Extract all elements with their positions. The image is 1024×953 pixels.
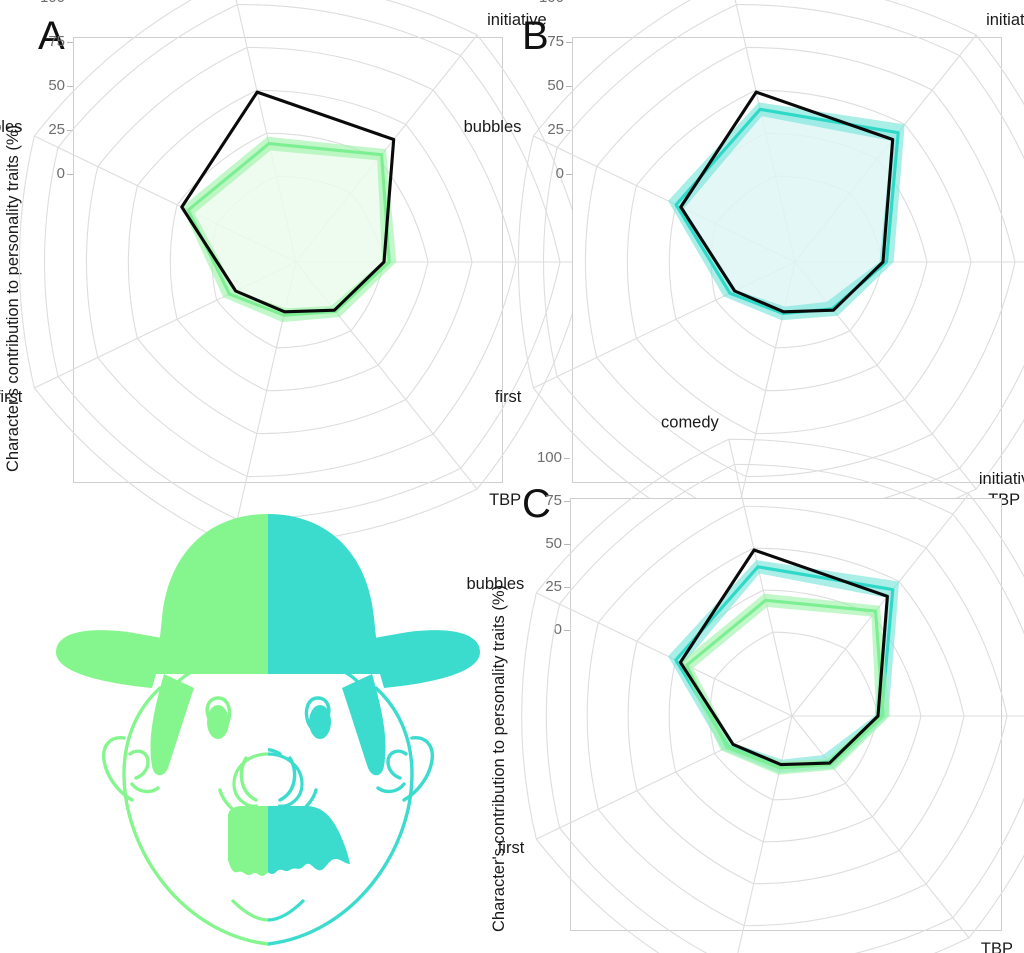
y-tick-label: 25 — [545, 578, 562, 595]
y-tick-label: 0 — [553, 621, 562, 638]
axis-label-first: first — [498, 839, 525, 857]
axis-label-bubbles: bubbles — [466, 575, 524, 593]
y-tick-mark — [67, 174, 73, 176]
grid-ring-outer — [521, 438, 1024, 953]
mouth — [230, 898, 306, 922]
y-tick-label: 50 — [545, 535, 562, 552]
series-line — [186, 142, 391, 317]
axis-label-initiative: initiative — [979, 470, 1024, 488]
y-tick-label: 100 — [526, 0, 564, 6]
series-ribbon — [668, 560, 900, 773]
axis-label-initiative: initiative — [986, 11, 1024, 29]
series-ribbon — [668, 102, 905, 321]
y-tick-mark — [67, 42, 73, 44]
y-tick-label: 25 — [547, 121, 564, 138]
grid-spoke-bubbles — [536, 592, 793, 717]
grid-ring — [586, 505, 1008, 927]
panel-c-radar: interinitiativecomedybubblesfirstcane_le… — [466, 413, 1024, 953]
y-tick-mark — [566, 174, 572, 176]
y-tick-mark — [566, 86, 572, 88]
series-green — [680, 593, 890, 775]
grid-spoke-first — [536, 715, 793, 840]
panel-c-letter: C — [522, 482, 551, 526]
grid-spoke-TBP — [791, 715, 970, 939]
axis-label-TBP: TBP — [981, 940, 1013, 953]
y-tick-mark — [564, 544, 570, 546]
y-tick-mark — [564, 630, 570, 632]
y-tick-label: 75 — [48, 33, 65, 50]
series-green — [181, 136, 397, 323]
axis-label-bubbles: bubbles — [0, 118, 22, 136]
y-tick-mark — [564, 587, 570, 589]
moustache — [228, 806, 350, 876]
y-tick-label: 75 — [547, 33, 564, 50]
series-fill — [676, 109, 899, 314]
panel-a-letter: A — [38, 14, 65, 58]
y-tick-label: 100 — [27, 0, 65, 6]
charlie-chaplin-illustration — [56, 514, 480, 946]
axis-label-bubbles: bubbles — [464, 118, 522, 136]
eye-left — [207, 705, 229, 739]
y-tick-mark — [67, 130, 73, 132]
axis-label-first: first — [0, 388, 23, 406]
y-tick-label: 50 — [48, 77, 65, 94]
grid-ring — [127, 89, 473, 435]
grid-ring — [626, 89, 972, 435]
eye-right — [309, 705, 331, 739]
axis-label-comedy: comedy — [661, 413, 720, 431]
y-tick-label: 25 — [48, 121, 65, 138]
y-tick-mark — [67, 86, 73, 88]
grid-ring — [627, 547, 965, 885]
series-teal — [668, 102, 905, 321]
y-tick-label: 75 — [545, 492, 562, 509]
radar-grid — [521, 438, 1024, 953]
axis-label-initiative: initiative — [487, 11, 547, 29]
grid-ring — [542, 4, 1024, 520]
y-tick-label: 0 — [555, 165, 564, 182]
grid-spoke-comedy — [728, 439, 793, 717]
eyes — [207, 705, 331, 739]
reference-polygon — [180, 90, 396, 314]
grid-ring — [85, 46, 517, 478]
series-line — [685, 598, 885, 770]
grid-ring — [545, 463, 1024, 953]
face-outline — [102, 664, 434, 946]
series-fill — [188, 143, 390, 316]
y-tick-mark — [566, 130, 572, 132]
hat-right-half — [268, 514, 480, 776]
y-tick-label: 50 — [547, 77, 564, 94]
grid-ring-outer — [18, 0, 587, 546]
vertex-labels: interinitiativecomedybubblesfirstcane_le… — [466, 413, 1024, 953]
y-tick-mark — [564, 458, 570, 460]
grid-ring — [43, 4, 561, 520]
grid-ring — [584, 46, 1016, 478]
y-tick-label: 0 — [56, 165, 65, 182]
panel-b-letter: B — [522, 14, 549, 58]
y-tick-mark — [566, 42, 572, 44]
reference-polygon — [678, 548, 889, 767]
panel-b-radar: interinitiativecomedybubblesfirstcane_le… — [464, 0, 1024, 569]
nose — [232, 752, 304, 808]
axis-label-first: first — [495, 388, 522, 406]
axis-label-TBP: TBP — [489, 491, 521, 509]
y-tick-mark — [564, 501, 570, 503]
grid-spoke-initiative — [791, 493, 970, 717]
panel-a-radar: interinitiativecomedybubblesfirstcane_le… — [0, 0, 633, 569]
y-tick-label: 100 — [536, 449, 562, 466]
hat-left-half — [56, 514, 268, 776]
reference-polygon — [679, 90, 895, 314]
bowler-hat — [56, 514, 480, 776]
